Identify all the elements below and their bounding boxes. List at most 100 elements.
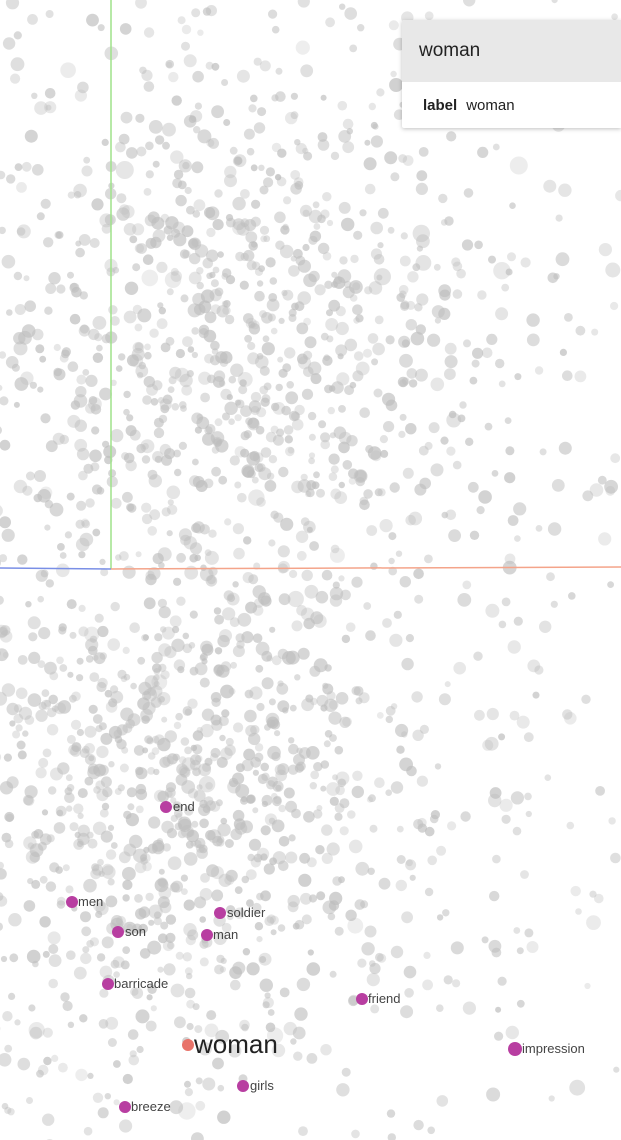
background-point xyxy=(120,960,130,970)
background-point xyxy=(428,422,440,434)
neighbor-dot[interactable] xyxy=(102,978,114,990)
background-point xyxy=(167,941,175,950)
background-point xyxy=(300,892,312,905)
background-point xyxy=(284,435,293,444)
background-point xyxy=(156,318,168,330)
neighbor-point[interactable]: end xyxy=(160,799,195,814)
background-point xyxy=(235,399,245,409)
neighbor-dot[interactable] xyxy=(356,993,368,1005)
neighbor-dot[interactable] xyxy=(66,896,78,908)
background-point xyxy=(232,218,245,231)
background-point xyxy=(296,605,307,616)
background-point xyxy=(217,251,224,258)
background-point xyxy=(173,169,184,180)
background-point xyxy=(192,767,201,777)
neighbor-point[interactable]: barricade xyxy=(102,976,168,991)
background-point xyxy=(399,413,407,421)
background-point xyxy=(218,715,229,727)
neighbor-dot[interactable] xyxy=(214,907,226,919)
background-point xyxy=(363,348,372,358)
neighbor-point[interactable]: soldier xyxy=(214,905,266,920)
background-point xyxy=(248,489,265,506)
background-point xyxy=(327,912,336,921)
neighbor-point[interactable]: impression xyxy=(508,1041,585,1056)
background-point xyxy=(253,122,266,134)
neighbor-dot[interactable] xyxy=(112,926,124,938)
neighbor-dot[interactable] xyxy=(119,1101,131,1113)
background-point xyxy=(359,496,369,506)
background-point xyxy=(208,137,219,149)
selected-dot[interactable] xyxy=(182,1039,194,1051)
background-point xyxy=(39,486,53,500)
background-point xyxy=(195,1077,203,1085)
background-point xyxy=(341,217,355,232)
background-point xyxy=(150,236,162,249)
background-point xyxy=(546,572,555,582)
background-point xyxy=(230,363,244,377)
background-point xyxy=(385,705,396,716)
neighbor-dot[interactable] xyxy=(201,929,213,941)
neighbor-point[interactable]: son xyxy=(112,924,146,939)
background-point xyxy=(363,602,372,610)
background-point xyxy=(44,661,57,675)
selected-point[interactable]: woman xyxy=(182,1029,278,1059)
background-point xyxy=(134,861,147,874)
neighbor-point[interactable]: girls xyxy=(237,1078,274,1093)
background-point xyxy=(99,558,106,566)
background-point xyxy=(259,225,270,235)
background-point xyxy=(74,831,81,839)
neighbor-label: girls xyxy=(250,1078,274,1093)
background-point xyxy=(97,764,109,776)
background-point xyxy=(56,809,64,817)
background-point xyxy=(365,630,376,641)
background-point xyxy=(3,753,12,762)
background-point xyxy=(1,528,15,542)
background-point xyxy=(84,626,100,642)
background-point xyxy=(290,255,297,262)
background-point xyxy=(193,840,202,848)
background-point xyxy=(604,479,618,494)
neighbor-dot[interactable] xyxy=(237,1080,249,1092)
background-point xyxy=(414,368,428,382)
background-point xyxy=(242,948,251,956)
background-point xyxy=(139,66,147,75)
background-point xyxy=(166,234,174,241)
background-point xyxy=(204,353,214,364)
background-point xyxy=(558,183,572,197)
background-point xyxy=(188,237,202,251)
neighbor-point[interactable]: breeze xyxy=(119,1099,171,1114)
background-point xyxy=(166,504,178,515)
background-point xyxy=(385,335,395,345)
neighbor-point[interactable]: friend xyxy=(356,991,401,1006)
background-point xyxy=(489,787,502,799)
background-point xyxy=(204,550,219,565)
background-point xyxy=(137,656,146,665)
background-point xyxy=(71,742,82,753)
background-point xyxy=(158,643,172,657)
neighbor-point[interactable]: man xyxy=(201,927,238,942)
background-point xyxy=(317,242,330,255)
neighbor-dot[interactable] xyxy=(160,801,172,813)
background-point xyxy=(113,971,120,978)
background-point xyxy=(283,196,292,205)
neighbor-dot[interactable] xyxy=(508,1042,522,1056)
background-point xyxy=(241,464,255,478)
background-point xyxy=(291,418,304,431)
background-point xyxy=(551,0,558,4)
background-point xyxy=(313,658,328,673)
neighbor-point[interactable]: men xyxy=(66,894,103,909)
background-point xyxy=(130,682,137,690)
background-point xyxy=(44,101,57,114)
background-point xyxy=(94,333,103,342)
background-point xyxy=(290,1038,297,1045)
background-point xyxy=(218,475,228,485)
background-point xyxy=(341,1067,351,1077)
background-point xyxy=(504,417,512,424)
background-point xyxy=(374,777,385,788)
background-point xyxy=(516,715,530,729)
background-point xyxy=(16,740,26,750)
background-point xyxy=(45,10,54,18)
background-point xyxy=(82,369,90,376)
